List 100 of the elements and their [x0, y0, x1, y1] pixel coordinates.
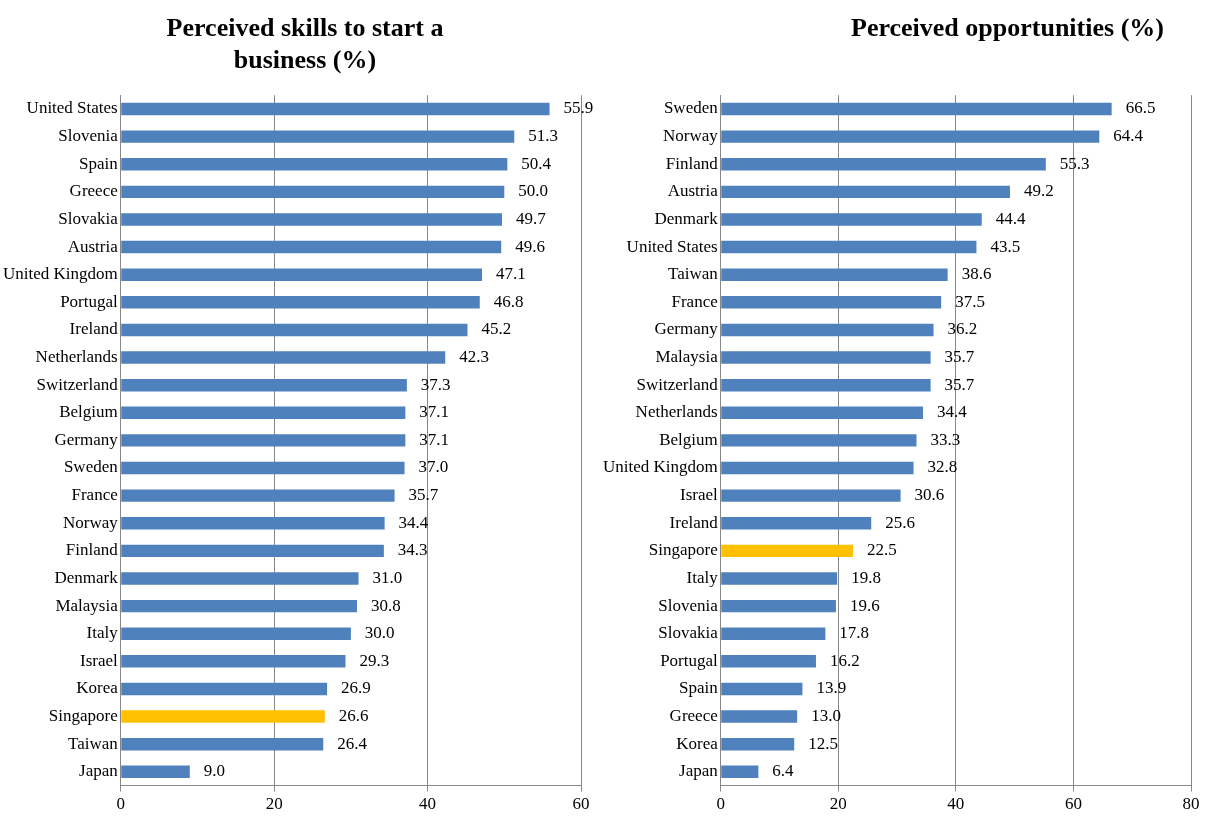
y-tick-label: Slovakia	[58, 208, 119, 228]
y-tick-label: Ireland	[669, 512, 719, 532]
y-tick-label: Portugal	[660, 650, 719, 670]
y-tick-label: Sweden	[663, 98, 719, 118]
data-label: 25.6	[885, 512, 915, 532]
y-tick-label: Slovakia	[658, 623, 719, 643]
y-tick-label: Japan	[679, 761, 719, 781]
y-tick-label: Malaysia	[55, 595, 119, 615]
y-tick-label: Finland	[65, 540, 119, 560]
data-label: 34.4	[936, 402, 968, 422]
y-tick-label: Germany	[54, 429, 119, 449]
y-tick-label: Spain	[679, 678, 719, 698]
bar	[121, 130, 515, 143]
data-label: 6.4	[772, 761, 795, 781]
data-label: 44.4	[995, 208, 1026, 228]
bar	[721, 158, 1046, 171]
data-label: 32.8	[927, 457, 958, 477]
data-label: 30.0	[364, 623, 395, 643]
y-tick-label: Spain	[79, 153, 119, 173]
bar	[121, 158, 508, 171]
y-tick-label: Finland	[665, 153, 719, 173]
data-label: 30.6	[914, 485, 945, 505]
y-tick-label: Italy	[686, 567, 719, 587]
y-tick-label: Slovenia	[658, 595, 719, 615]
y-tick-label: Belgium	[59, 402, 118, 422]
bar	[721, 351, 931, 364]
data-label: 26.9	[341, 678, 371, 698]
data-label: 36.2	[947, 319, 978, 339]
y-tick-label: United States	[26, 98, 118, 118]
data-label: 64.4	[1113, 126, 1144, 146]
x-tick-label: 60	[572, 794, 590, 814]
data-label: 50.0	[518, 181, 549, 201]
bar	[121, 765, 190, 779]
bar	[721, 213, 982, 226]
data-label: 55.3	[1059, 153, 1090, 173]
bar	[721, 710, 798, 723]
bar	[721, 544, 853, 558]
x-tick-label: 0	[116, 794, 125, 814]
y-tick-label: Israel	[79, 650, 118, 670]
y-tick-label: United Kingdom	[602, 457, 718, 477]
y-tick-label: Switzerland	[36, 374, 119, 394]
bar	[121, 378, 407, 392]
bar	[721, 406, 923, 419]
bar	[121, 627, 351, 640]
y-tick-label: France	[71, 485, 118, 505]
bar	[721, 737, 795, 751]
data-label: 35.7	[944, 347, 975, 367]
bar	[721, 130, 1100, 143]
chart-title: Perceived skills to start a business (%)	[165, 12, 445, 76]
bar	[721, 323, 934, 337]
y-tick-label: Sweden	[63, 457, 119, 477]
y-tick-label: Singapore	[648, 540, 718, 560]
data-label: 16.2	[829, 650, 860, 670]
y-tick-label: Switzerland	[636, 374, 719, 394]
y-tick-label: France	[671, 291, 718, 311]
bar	[721, 682, 803, 696]
data-label: 19.6	[849, 595, 880, 615]
y-tick-label: Taiwan	[667, 264, 719, 284]
data-label: 34.3	[397, 540, 428, 560]
y-tick-label: Netherlands	[35, 347, 118, 367]
bar	[121, 682, 328, 696]
x-tick-label: 40	[947, 794, 965, 814]
bar	[721, 517, 872, 530]
data-label: 31.0	[372, 567, 403, 587]
bar	[121, 489, 395, 502]
bar	[721, 185, 1010, 199]
data-label: 42.3	[459, 347, 489, 367]
bar	[121, 102, 550, 116]
bar	[121, 213, 502, 226]
bar	[121, 710, 325, 723]
data-label: 46.8	[493, 291, 524, 311]
bar	[121, 544, 384, 558]
bar	[721, 489, 901, 502]
bar	[121, 323, 468, 337]
data-label: 49.6	[515, 236, 545, 256]
bar	[121, 406, 406, 419]
data-label: 37.1	[419, 402, 450, 422]
bar	[721, 655, 816, 668]
bar	[721, 102, 1112, 116]
data-label: 9.0	[203, 761, 226, 781]
y-tick-label: Korea	[676, 733, 719, 753]
bar	[721, 572, 838, 585]
x-tick-label: 0	[716, 794, 725, 814]
bar	[121, 572, 359, 585]
bar	[121, 655, 346, 668]
data-label: 33.3	[930, 429, 961, 449]
data-label: 45.2	[481, 319, 512, 339]
data-label: 37.3	[420, 374, 451, 394]
chart-title: Perceived opportunities (%)	[850, 12, 1165, 44]
y-tick-label: Israel	[679, 485, 718, 505]
data-label: 51.3	[528, 126, 559, 146]
y-tick-label: Norway	[62, 512, 119, 532]
data-label: 35.7	[944, 374, 975, 394]
data-label: 47.1	[496, 264, 526, 284]
data-label: 13.0	[811, 706, 841, 726]
y-tick-label: Taiwan	[67, 733, 119, 753]
y-tick-label: United Kingdom	[2, 264, 118, 284]
data-label: 43.5	[990, 236, 1021, 256]
bar	[721, 765, 759, 779]
y-tick-label: Ireland	[69, 319, 119, 339]
